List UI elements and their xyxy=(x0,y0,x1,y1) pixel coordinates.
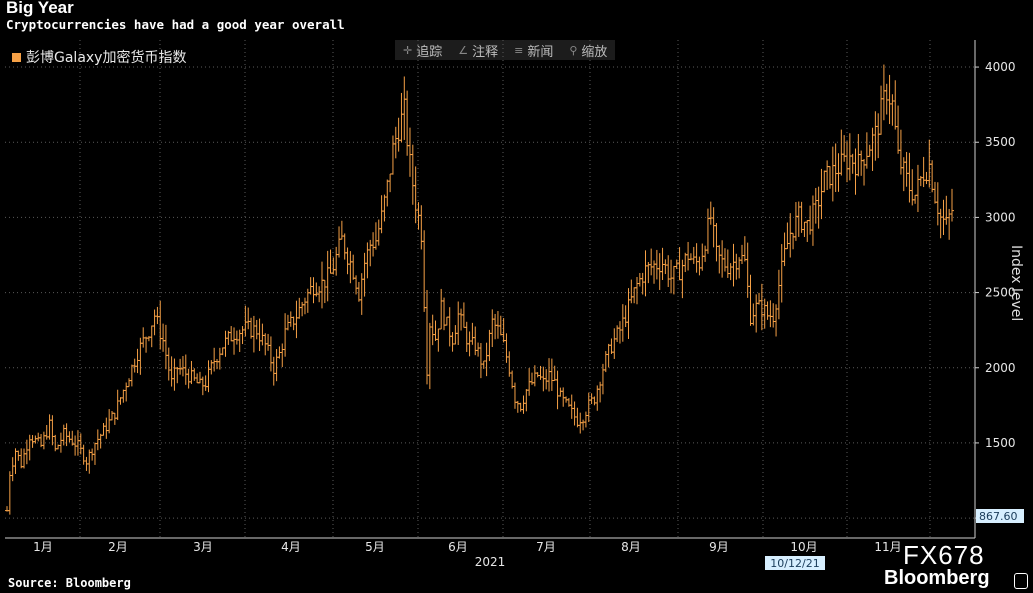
brand-logo: Bloomberg xyxy=(884,567,990,589)
legend: 彭博Galaxy加密货币指数 xyxy=(12,47,186,67)
legend-label: 彭博Galaxy加密货币指数 xyxy=(26,50,187,66)
annotate-label: 注释 xyxy=(472,44,499,60)
x-tick-label: 9月 xyxy=(709,540,729,554)
x-tick-label: 10月 xyxy=(790,540,817,554)
y-tick-label: 2500 xyxy=(985,286,1016,300)
x-tick-label: 6月 xyxy=(448,540,468,554)
y-tick-label: 2000 xyxy=(985,361,1016,375)
x-tick-label: 1月 xyxy=(33,540,53,554)
zoom-label: 缩放 xyxy=(581,44,608,60)
annotate-button[interactable]: ∠ 注释 xyxy=(450,41,506,60)
zoom-icon: ⚲ xyxy=(569,43,578,57)
x-tick-label: 5月 xyxy=(365,540,385,554)
bloomberg-icon xyxy=(1014,573,1028,589)
news-label: 新闻 xyxy=(527,44,554,60)
y-tick-label: 4000 xyxy=(985,60,1016,74)
legend-swatch xyxy=(12,52,21,62)
value-readout-box xyxy=(976,509,1024,523)
x-tick-label: 3月 xyxy=(193,540,213,554)
news-button[interactable]: ≡ 新闻 xyxy=(506,41,561,60)
zoom-button[interactable]: ⚲ 缩放 xyxy=(561,41,615,60)
y-tick-label: 1500 xyxy=(985,436,1016,450)
track-button[interactable]: ✛ 追踪 xyxy=(395,41,450,60)
track-label: 追踪 xyxy=(416,44,443,60)
x-tick-label: 7月 xyxy=(536,540,556,554)
x-tick-label: 8月 xyxy=(621,540,641,554)
x-tick-label: 4月 xyxy=(281,540,301,554)
news-icon: ≡ xyxy=(514,43,524,57)
chart-title: Big Year xyxy=(6,0,74,17)
value-readout: 867.60 xyxy=(979,510,1018,523)
source-note: Source: Bloomberg xyxy=(8,576,131,590)
x-tick-label: 11月 xyxy=(874,540,901,554)
pencil-icon: ∠ xyxy=(458,43,469,57)
y-tick-label: 3000 xyxy=(985,210,1016,224)
chart-toolbar: ✛ 追踪 ∠ 注释 ≡ 新闻 ⚲ 缩放 xyxy=(395,40,616,60)
crosshair-icon: ✛ xyxy=(403,43,413,57)
y-axis-label: Index level xyxy=(1008,245,1024,322)
x-axis-label: 2021 xyxy=(475,555,506,569)
date-cursor-label: 10/12/21 xyxy=(770,557,819,570)
date-cursor-box xyxy=(765,556,825,570)
watermark: FX678 xyxy=(903,540,985,570)
chart-subtitle: Cryptocurrencies have had a good year ov… xyxy=(6,17,345,32)
x-tick-label: 2月 xyxy=(108,540,128,554)
y-tick-label: 3500 xyxy=(985,135,1016,149)
